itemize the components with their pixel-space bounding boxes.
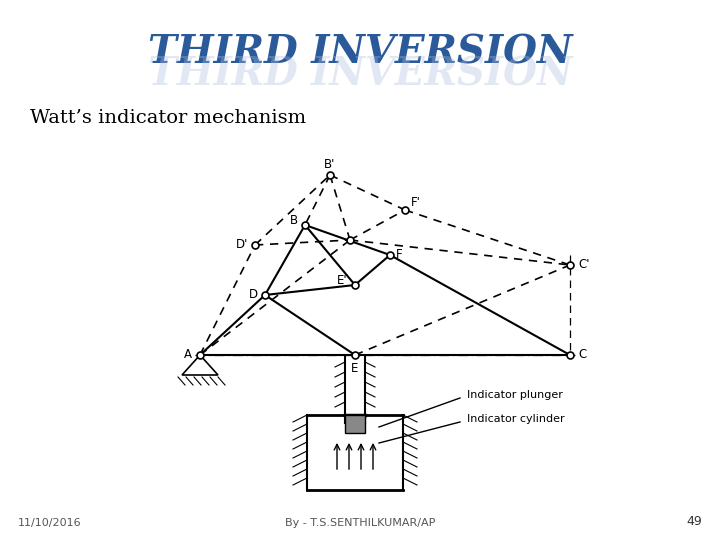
Text: 49: 49 xyxy=(686,515,702,528)
Text: Indicator plunger: Indicator plunger xyxy=(467,390,563,400)
Text: A: A xyxy=(184,348,192,361)
Text: C: C xyxy=(578,348,586,361)
Text: THIRD INVERSION: THIRD INVERSION xyxy=(148,33,572,71)
Text: Indicator cylinder: Indicator cylinder xyxy=(467,414,564,424)
Text: 11/10/2016: 11/10/2016 xyxy=(18,518,81,528)
Text: THIRD INVERSION: THIRD INVERSION xyxy=(148,56,572,94)
Text: D: D xyxy=(249,288,258,301)
Text: By - T.S.SENTHILKUMAR/AP: By - T.S.SENTHILKUMAR/AP xyxy=(285,518,435,528)
Text: F: F xyxy=(396,248,402,261)
Text: B: B xyxy=(290,213,298,226)
Text: F': F' xyxy=(411,195,421,208)
Text: Watt’s indicator mechanism: Watt’s indicator mechanism xyxy=(30,109,306,127)
Text: B': B' xyxy=(324,159,336,172)
Text: E': E' xyxy=(338,274,348,287)
Text: E: E xyxy=(351,362,359,375)
Text: D': D' xyxy=(235,239,248,252)
Text: C': C' xyxy=(578,259,590,272)
Bar xyxy=(345,415,365,433)
